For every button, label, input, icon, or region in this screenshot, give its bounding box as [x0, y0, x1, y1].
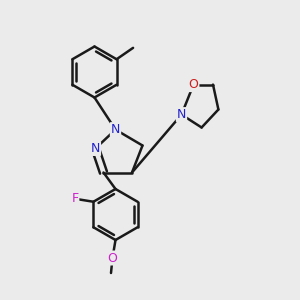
- Text: O: O: [189, 78, 198, 91]
- Text: N: N: [111, 123, 120, 136]
- Text: F: F: [71, 192, 78, 205]
- Text: O: O: [108, 251, 117, 265]
- Text: N: N: [91, 142, 100, 155]
- Text: N: N: [177, 108, 186, 121]
